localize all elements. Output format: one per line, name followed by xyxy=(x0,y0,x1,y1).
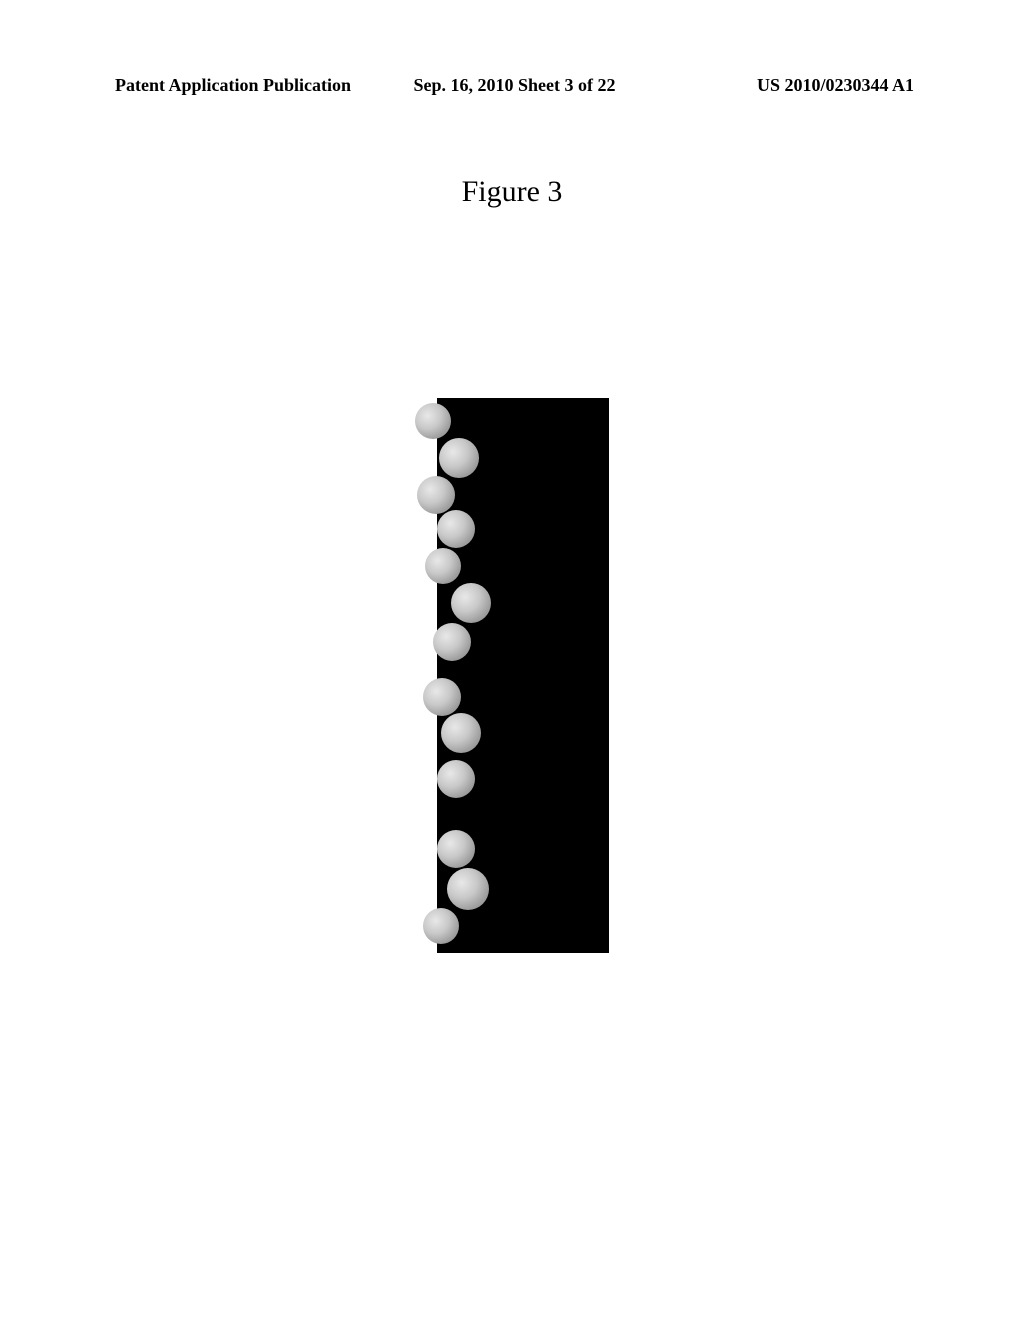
sphere-12 xyxy=(423,908,459,944)
sphere-8 xyxy=(441,713,481,753)
page-header: Patent Application Publication Sep. 16, … xyxy=(0,75,1024,96)
header-patent-number: US 2010/0230344 A1 xyxy=(648,75,914,96)
sphere-5 xyxy=(451,583,491,623)
header-date-sheet: Sep. 16, 2010 Sheet 3 of 22 xyxy=(381,75,647,96)
sphere-7 xyxy=(423,678,461,716)
sphere-10 xyxy=(437,830,475,868)
figure-title: Figure 3 xyxy=(462,175,563,209)
sphere-2 xyxy=(417,476,455,514)
sphere-4 xyxy=(425,548,461,584)
header-publication-type: Patent Application Publication xyxy=(115,75,381,96)
sphere-9 xyxy=(437,760,475,798)
sphere-1 xyxy=(439,438,479,478)
sphere-0 xyxy=(415,403,451,439)
sphere-6 xyxy=(433,623,471,661)
diagram-container xyxy=(407,398,617,953)
sphere-3 xyxy=(437,510,475,548)
sphere-11 xyxy=(447,868,489,910)
